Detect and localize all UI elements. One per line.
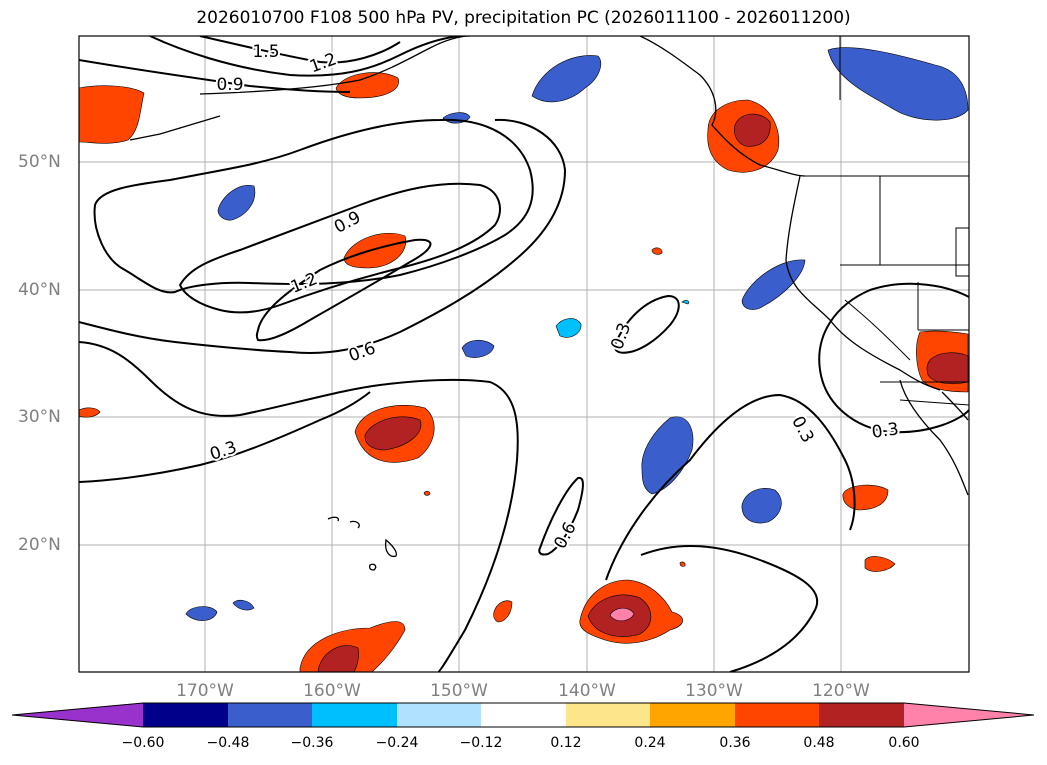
- positive-precip-areas: [79, 72, 969, 672]
- colorbar-outline: [11, 702, 1035, 728]
- colorbar-segment: [481, 703, 566, 727]
- gridlines: [79, 36, 969, 672]
- contour-label: 0.3: [208, 438, 240, 465]
- contour-label: 0.3: [787, 413, 817, 446]
- lon-label: 120°W: [812, 681, 870, 701]
- colorbar-segment: [735, 703, 819, 727]
- colorbar-tick: 0.24: [634, 735, 666, 751]
- colorbar-tick: −0.60: [121, 735, 165, 751]
- contour-label: 1.5: [252, 42, 279, 62]
- contour-label: 0.3: [607, 320, 635, 352]
- colorbar-tick: −0.48: [206, 735, 250, 751]
- lon-label: 130°W: [685, 681, 743, 701]
- lon-label: 160°W: [303, 681, 361, 701]
- colorbar-segment: [143, 703, 228, 727]
- map-title: 2026010700 F108 500 hPa PV, precipitatio…: [196, 8, 851, 28]
- lat-label: 50°N: [18, 152, 61, 172]
- lon-label: 170°W: [176, 681, 234, 701]
- colorbar-tick: 0.36: [719, 735, 751, 751]
- colorbar-tick: 0.12: [550, 735, 582, 751]
- colorbar-tick: 0.60: [888, 735, 920, 751]
- colorbar-segment: [228, 703, 312, 727]
- map-plot: 1.5 1.2 0.9 0.9 1.2 0.6 0.3 0.6 0.3 0.3 …: [78, 35, 970, 673]
- colorbar-segment: [397, 703, 481, 727]
- lon-label: 150°W: [430, 681, 488, 701]
- colorbar-segment: [566, 703, 650, 727]
- colorbar-segment: [819, 703, 904, 727]
- lat-label: 20°N: [18, 535, 61, 555]
- coastlines: [129, 36, 969, 571]
- colorbar-tick: −0.12: [459, 735, 503, 751]
- colorbar-tick: 0.48: [803, 735, 835, 751]
- colorbar: [11, 702, 1035, 728]
- colorbar-segment: [904, 703, 1034, 727]
- contour-label: 0.9: [216, 75, 243, 95]
- map-frame: [78, 35, 970, 673]
- lon-label: 140°W: [558, 681, 616, 701]
- colorbar-segment: [312, 703, 397, 727]
- contour-label: 0.6: [550, 519, 580, 552]
- contour-label: 0.3: [871, 419, 901, 443]
- lat-label: 40°N: [18, 280, 61, 300]
- contour-labels: 1.5 1.2 0.9 0.9 1.2 0.6 0.3 0.6 0.3 0.3 …: [206, 40, 903, 554]
- lat-label: 30°N: [18, 407, 61, 427]
- colorbar-tick: −0.36: [290, 735, 334, 751]
- pv-contours: [79, 36, 969, 672]
- borders: [805, 36, 969, 406]
- colorbar-segment: [650, 703, 735, 727]
- contour-label: 0.9: [331, 207, 364, 237]
- colorbar-tick: −0.24: [375, 735, 419, 751]
- colorbar-segment: [12, 703, 143, 727]
- contour-label: 1.2: [307, 49, 339, 77]
